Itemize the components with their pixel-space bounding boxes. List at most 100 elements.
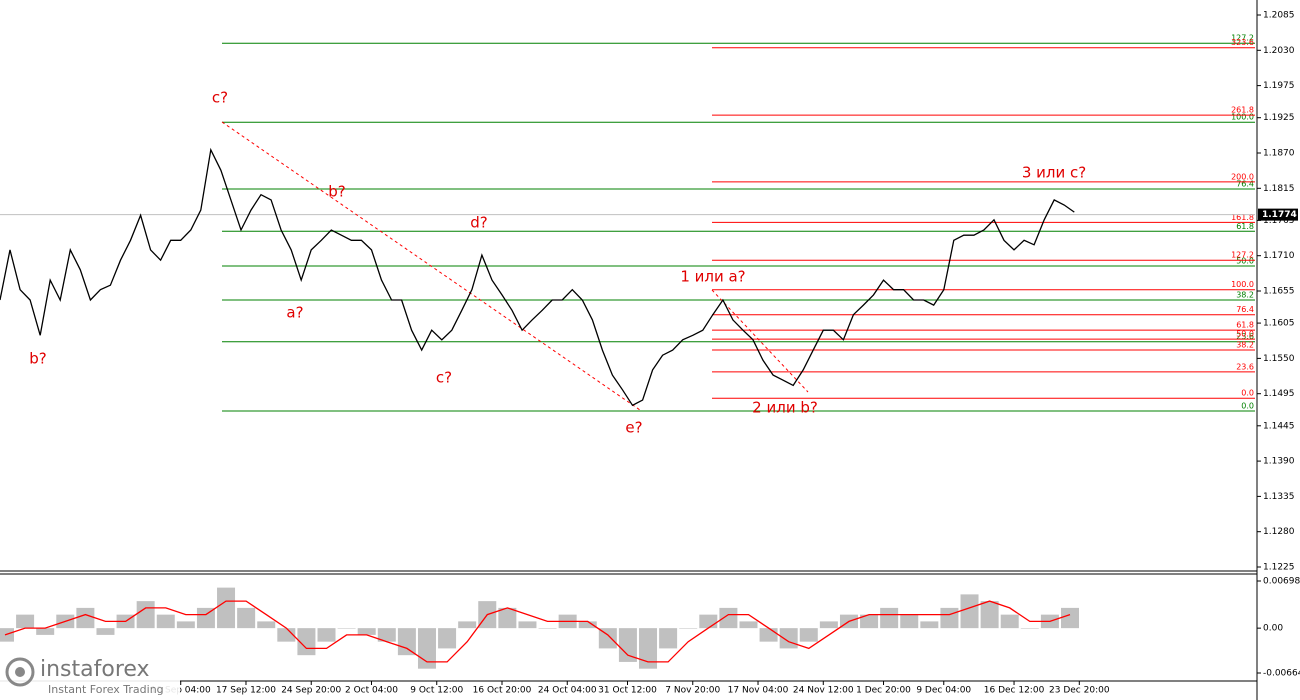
histogram-bar (920, 621, 939, 629)
x-tick-label: 7 Nov 20:00 (665, 686, 720, 696)
fib-label: 127.2 (1231, 34, 1254, 43)
histogram-bar (16, 614, 35, 629)
axis-layer: 1.2085 1.2030 1.1975 1.1925 1.1870 1.1815 1.17… (151, 11, 1300, 696)
x-tick-label: 2 Oct 04:00 (345, 686, 398, 696)
x-tick-label: 16 Dec 12:00 (984, 686, 1045, 696)
trend-line (221, 121, 641, 411)
fib-label: 23.6 (1236, 332, 1254, 341)
fib-label: 100.0 (1231, 280, 1254, 289)
x-tick-label: 24 Nov 12:00 (793, 686, 854, 696)
x-tick-label: 1 Dec 20:00 (856, 686, 911, 696)
fib-label: 76.4 (1236, 305, 1254, 314)
histogram-bar (458, 621, 477, 629)
histogram-bar (277, 628, 296, 642)
y-tick-label: 1.1655 (1263, 287, 1295, 297)
histogram-bar (639, 628, 658, 669)
histogram-bar (397, 628, 416, 656)
wave-label: 2 или b? (752, 399, 818, 417)
histogram-bar (438, 628, 457, 649)
y-tick-label: 1.1495 (1263, 389, 1295, 399)
x-tick-label: 24 Sep 20:00 (281, 686, 341, 696)
y-tick-label: 1.2085 (1263, 11, 1295, 21)
indicator-tick-label: 0.00 (1263, 624, 1283, 634)
histogram-bar (598, 628, 617, 649)
x-tick-label: 9 Oct 12:00 (410, 686, 463, 696)
x-tick-label: 17 Nov 04:00 (728, 686, 789, 696)
histogram-bar (176, 621, 195, 629)
histogram-bar (217, 587, 236, 629)
histogram-bar (377, 628, 396, 642)
wave-label: b? (29, 350, 46, 368)
wave-label: c? (436, 369, 452, 387)
histogram-bar (659, 628, 678, 649)
current-price-box (1258, 208, 1298, 221)
current-price-label: 1.1774 (1262, 210, 1297, 220)
histogram-bar (317, 628, 336, 642)
histogram-bar (337, 628, 356, 629)
histogram-bar (36, 628, 55, 635)
signal-line (4, 600, 1071, 663)
wave-label: 3 или с? (1022, 164, 1086, 182)
y-tick-label: 1.1925 (1263, 113, 1295, 123)
histogram-bar (156, 614, 175, 629)
fib-label: 50.0 (1236, 330, 1254, 339)
watermark: instaforex Instant Forex Trading (0, 652, 180, 698)
x-tick-label: 24 Oct 04:00 (538, 686, 597, 696)
fib-label: 127.2 (1231, 251, 1254, 260)
fib-label: 261.8 (1231, 106, 1254, 115)
histogram-bar (518, 621, 537, 629)
watermark-bg (0, 652, 180, 698)
fib-label: 76.4 (1236, 179, 1254, 188)
y-tick-label: 1.1710 (1263, 251, 1295, 261)
y-tick-label: 1.1975 (1263, 81, 1295, 91)
histogram-bar (498, 607, 517, 629)
y-tick-label: 1.1550 (1263, 354, 1295, 364)
x-tick-label: 31 Oct 12:00 (598, 686, 657, 696)
wave-label: c? (212, 89, 228, 107)
fib-label: 38.2 (1236, 341, 1254, 350)
y-tick-label: 1.1605 (1263, 319, 1295, 329)
price-layer (0, 147, 1075, 407)
y-tick-label: 1.1445 (1263, 421, 1295, 431)
watermark-logo (5, 657, 35, 687)
y-tick-label: 1.1870 (1263, 149, 1295, 159)
x-tick-label: 23 Dec 20:00 (1049, 686, 1110, 696)
histogram-bar (860, 614, 879, 629)
x-tick-label: 17 Sep 12:00 (216, 686, 276, 696)
wave-label: a? (286, 304, 303, 322)
indicator-layer (0, 587, 1079, 669)
wave-label: 1 или а? (680, 268, 745, 286)
histogram-bar (417, 628, 436, 669)
histogram-bar (739, 621, 758, 629)
histogram-bar (357, 628, 376, 635)
price-line (0, 147, 1075, 407)
histogram-bar (196, 607, 215, 629)
fib-label: 100.0 (1231, 113, 1254, 122)
histogram-bar (960, 594, 979, 629)
histogram-bar (779, 628, 798, 649)
histogram-bar (618, 628, 637, 662)
histogram-bar (76, 607, 95, 629)
histogram-bar (96, 628, 115, 635)
fib-label: 50.0 (1236, 256, 1254, 265)
fib-label: 61.8 (1236, 321, 1254, 330)
histogram-bar (759, 628, 778, 642)
histogram-bar (679, 628, 698, 629)
y-tick-label: 1.1390 (1263, 457, 1295, 467)
y-tick-label: 1.1765 (1263, 216, 1295, 226)
histogram-bar (940, 607, 959, 629)
trend-line (711, 289, 809, 393)
histogram-bar (1061, 607, 1079, 629)
wave-label: d? (470, 214, 487, 232)
watermark-logo (15, 667, 25, 677)
fib-label: 38.2 (1236, 290, 1254, 299)
watermark-brand: instaforex (40, 657, 150, 682)
histogram-bar (980, 601, 999, 629)
wave-label: b? (328, 183, 345, 201)
histogram-bar (699, 614, 718, 629)
fib-label: 0.0 (1241, 402, 1254, 411)
histogram-bar (136, 601, 155, 629)
fib-label: 200.0 (1231, 172, 1254, 181)
y-tick-label: 1.1280 (1263, 527, 1295, 537)
